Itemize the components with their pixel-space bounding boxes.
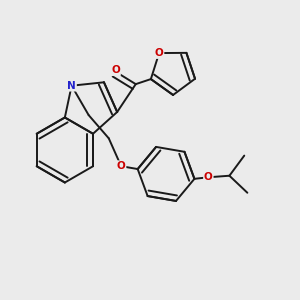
Text: O: O (111, 65, 120, 75)
Text: N: N (67, 81, 76, 91)
Text: O: O (204, 172, 213, 182)
Text: O: O (117, 161, 125, 171)
Text: O: O (155, 48, 164, 58)
